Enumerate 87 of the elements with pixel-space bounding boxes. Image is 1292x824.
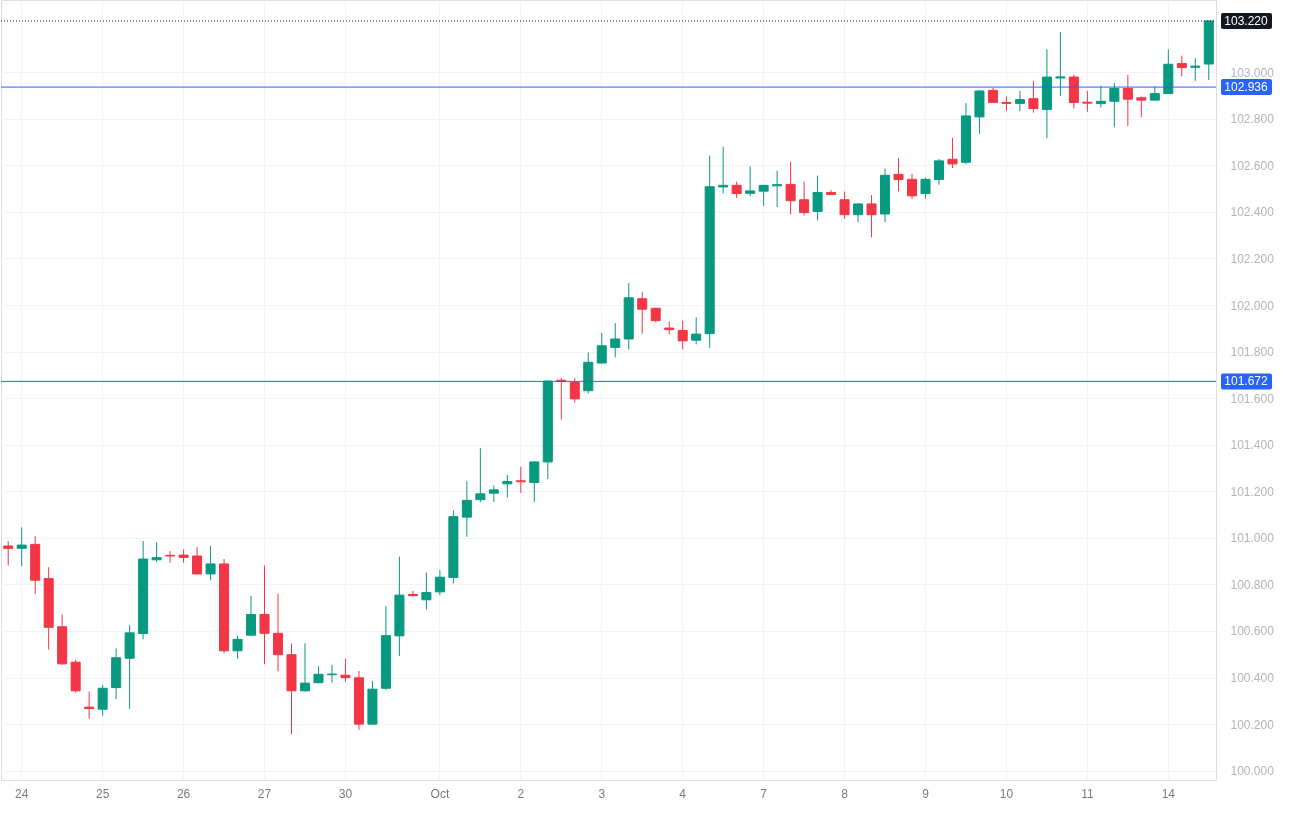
candlestick [596,332,607,364]
y-tick-label: 102.200 [1230,251,1275,266]
candlestick [772,170,783,208]
ref-line-label: 102.936 [1224,80,1269,95]
candlestick [1136,95,1147,118]
candlestick [515,466,526,494]
candlestick [569,377,580,404]
x-tick-label: 24 [15,786,29,801]
candlestick [799,181,810,217]
candlestick [1109,82,1120,128]
y-tick-label: 100.000 [1230,764,1275,779]
candlestick [691,316,702,345]
candlestick [421,572,432,611]
candlestick [933,158,945,186]
candlestick [839,191,850,220]
y-tick-label: 101.600 [1230,391,1275,406]
x-tick-label: 27 [257,786,272,801]
candlestick [853,202,864,223]
candlestick [677,320,688,350]
ref-line-label: 101.672 [1224,374,1269,389]
candlestick [758,184,769,207]
candlestick [326,664,337,684]
x-tick-label: 8 [841,786,849,801]
candlestick [718,146,729,194]
candlestick [97,684,108,717]
candlestick [259,565,270,665]
candlestick [866,194,877,238]
candlestick [502,474,513,498]
candlestick [637,291,648,335]
candlestick [745,165,756,198]
candlestick [812,175,823,221]
x-tick-label: 14 [1161,786,1176,801]
candlestick [299,642,311,693]
candlestick [192,546,203,575]
candlestick [232,635,243,660]
x-tick-label: 25 [95,786,110,801]
candlestick [1122,74,1133,127]
x-tick-label: 3 [598,786,606,801]
y-tick-label: 101.400 [1230,438,1275,453]
candlestick [529,460,540,503]
x-tick-label: 4 [679,786,687,801]
candlestick [1028,80,1039,114]
x-tick-label: 7 [760,786,768,801]
candlestick [475,447,486,503]
candlestick [3,540,14,567]
y-tick-label: 103.000 [1230,65,1275,80]
y-tick-label: 100.400 [1230,671,1275,686]
candlestick [205,545,216,581]
candlestick [947,137,958,169]
x-tick-label: 11 [1081,786,1094,801]
y-tick-label: 100.800 [1230,577,1275,592]
x-tick-label: Oct [430,786,450,801]
y-tick-label: 100.200 [1230,717,1275,732]
candlestick [151,541,162,563]
y-tick-label: 101.200 [1230,484,1275,499]
candlestick [84,691,95,720]
candlestick [272,593,284,672]
candlestick [407,590,418,598]
candlestick [610,322,621,358]
y-tick-label: 102.000 [1230,298,1275,313]
x-tick-label: 9 [922,786,930,801]
ref-line-label: 103.220 [1224,13,1269,28]
candlestick [785,161,796,215]
x-tick-label: 2 [517,786,525,801]
y-tick-label: 100.600 [1230,624,1275,639]
x-tick-label: 26 [176,786,191,801]
candlestick [16,526,27,567]
candlestick [1014,90,1025,112]
candlestick [1055,31,1066,97]
candlestick [1082,90,1093,113]
candlestick [434,569,445,596]
candlestick [246,595,257,637]
y-tick-label: 102.800 [1230,112,1275,127]
y-tick-label: 101.000 [1230,531,1275,546]
candlestick [906,173,918,200]
candlestick [340,658,351,683]
candlestick [1176,55,1187,77]
candlestick [461,480,472,538]
y-tick-label: 102.400 [1230,205,1275,220]
x-tick-label: 10 [999,786,1014,801]
candlestick [1190,57,1201,82]
candlestick [893,157,904,192]
candlestick [165,550,176,564]
y-tick-label: 101.800 [1230,345,1275,360]
candlestick [920,177,931,200]
x-tick-label: 30 [338,786,353,801]
y-tick-label: 102.600 [1230,158,1275,173]
